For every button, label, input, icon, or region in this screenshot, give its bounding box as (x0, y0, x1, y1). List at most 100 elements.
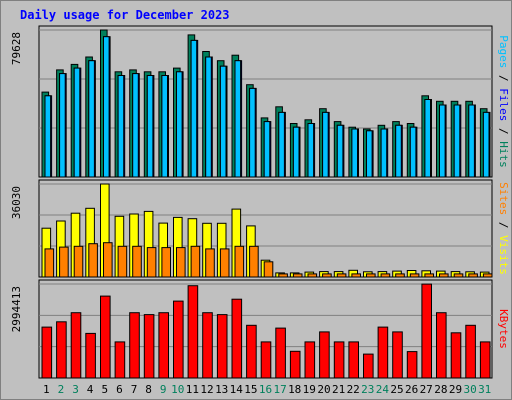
bar-sites-day-26 (409, 273, 420, 278)
bar-sites-day-14 (234, 245, 245, 278)
bar-pages-day-1 (44, 95, 52, 178)
x-tick-day-16: 16 (259, 383, 272, 396)
bar-pages-day-5 (103, 36, 110, 178)
x-tick-day-27: 27 (420, 383, 433, 396)
legend-files: Files (497, 88, 510, 121)
bar-kbytes-day-27 (421, 283, 432, 379)
bar-kbytes-day-16 (260, 341, 272, 379)
x-tick-day-21: 21 (332, 383, 345, 396)
bar-sites-day-18 (292, 273, 303, 278)
bar-sites-day-9 (161, 247, 171, 278)
y-max-label-top: 79628 (10, 32, 23, 65)
bar-sites-day-6 (117, 245, 128, 278)
bar-kbytes-day-26 (406, 351, 418, 379)
panel-bottom: 2994413 KBytes (10, 279, 510, 379)
bar-sites-day-12 (205, 248, 215, 278)
x-tick-day-22: 22 (347, 383, 360, 396)
x-tick-day-3: 3 (72, 383, 79, 396)
x-tick-day-31: 31 (478, 383, 491, 396)
bar-sites-day-7 (132, 245, 142, 278)
legend-separator: / (497, 215, 510, 235)
x-tick-day-4: 4 (87, 383, 94, 396)
bar-pages-day-29 (453, 104, 461, 178)
bar-sites-day-10 (176, 247, 186, 278)
bar-sites-day-25 (395, 273, 405, 278)
bar-sites-day-27 (424, 273, 434, 278)
bar-sites-day-24 (380, 273, 391, 278)
legend-kbytes: KBytes (497, 309, 510, 349)
bar-sites-day-19 (307, 273, 318, 278)
x-tick-day-8: 8 (145, 383, 152, 396)
bar-kbytes-day-17 (275, 327, 286, 379)
bar-pages-day-27 (424, 99, 431, 178)
bar-kbytes-day-24 (377, 326, 389, 379)
bar-pages-day-30 (468, 104, 475, 178)
bar-kbytes-day-21 (333, 341, 345, 379)
bar-sites-day-13 (219, 248, 230, 278)
bar-kbytes-day-31 (479, 341, 491, 379)
x-tick-day-6: 6 (116, 383, 123, 396)
bar-kbytes-day-11 (187, 285, 199, 379)
bar-pages-day-14 (234, 60, 242, 178)
bar-pages-day-26 (409, 126, 417, 178)
bar-kbytes-day-25 (392, 331, 403, 379)
panel-middle: 36030 Sites / Visits (10, 179, 510, 278)
bar-pages-day-28 (439, 104, 446, 178)
bar-kbytes-day-18 (289, 350, 301, 379)
bar-pages-day-17 (278, 111, 285, 178)
bar-kbytes-day-1 (41, 326, 53, 379)
x-tick-day-2: 2 (58, 383, 65, 396)
bar-sites-day-8 (146, 247, 157, 278)
x-tick-day-19: 19 (303, 383, 316, 396)
x-axis-day-labels: 1 2 3 4 5 6 7 8 9 10 11 12 13 14 15 16 17 18 19 20 21 22 23 24 2… (43, 383, 491, 396)
y-max-label-bottom: 2994413 (10, 286, 23, 332)
bar-kbytes-day-7 (129, 312, 140, 379)
chart-panels: 79628 Pages / Files / Hits 36030 Sites / Vi… (10, 25, 510, 379)
bar-sites-day-15 (249, 245, 259, 278)
bar-kbytes-day-8 (143, 314, 155, 379)
x-tick-day-7: 7 (131, 383, 138, 396)
legend-sites: Sites (497, 182, 510, 215)
bar-kbytes-day-20 (319, 331, 330, 379)
bar-pages-day-6 (117, 75, 125, 178)
bar-sites-day-16 (263, 261, 274, 278)
bar-kbytes-day-10 (173, 300, 184, 379)
bar-pages-day-21 (336, 124, 344, 178)
bar-sites-day-30 (468, 273, 478, 278)
x-tick-day-25: 25 (390, 383, 403, 396)
bar-kbytes-day-9 (158, 312, 169, 379)
legend-visits: Visits (497, 235, 510, 275)
bar-sites-day-20 (322, 273, 332, 278)
bar-pages-day-11 (190, 39, 198, 178)
bar-pages-day-12 (205, 56, 212, 178)
bar-sites-day-31 (482, 273, 493, 278)
x-tick-day-14: 14 (230, 383, 244, 396)
x-tick-day-20: 20 (317, 383, 330, 396)
bar-kbytes-day-29 (450, 332, 462, 379)
bar-kbytes-day-13 (216, 314, 228, 379)
bar-kbytes-day-19 (304, 341, 316, 379)
legend-separator: / (497, 121, 510, 141)
bar-kbytes-day-3 (70, 312, 82, 379)
bar-sites-day-23 (366, 273, 376, 278)
x-tick-day-26: 26 (405, 383, 418, 396)
x-tick-day-18: 18 (288, 383, 301, 396)
legend-pages: Pages (497, 35, 510, 68)
bar-pages-day-9 (161, 75, 168, 178)
x-tick-day-17: 17 (273, 383, 286, 396)
bar-pages-day-22 (351, 128, 358, 178)
x-tick-day-1: 1 (43, 383, 50, 396)
bar-sites-day-21 (336, 273, 347, 278)
bar-sites-day-28 (439, 273, 449, 278)
bar-sites-day-29 (453, 273, 464, 278)
legend-hits: Hits (497, 141, 510, 168)
x-tick-day-24: 24 (376, 383, 390, 396)
x-tick-day-5: 5 (101, 383, 108, 396)
bar-sites-day-5 (103, 242, 113, 278)
x-tick-day-9: 9 (160, 383, 167, 396)
y-max-label-middle: 36030 (10, 186, 23, 219)
bar-pages-day-16 (263, 121, 271, 178)
x-tick-day-12: 12 (200, 383, 213, 396)
bar-kbytes-day-30 (465, 324, 476, 379)
